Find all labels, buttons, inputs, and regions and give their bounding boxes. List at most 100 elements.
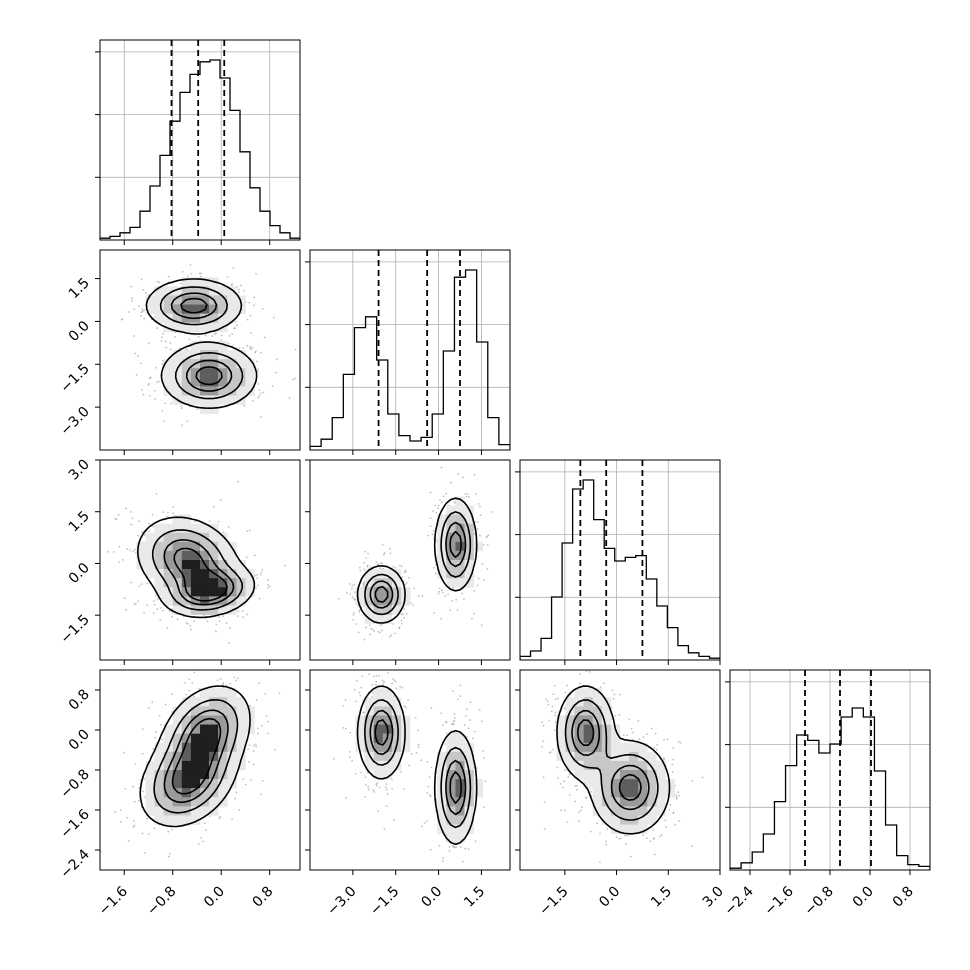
scatter-point [398, 627, 401, 630]
density-cell [154, 770, 164, 780]
scatter-point [257, 383, 260, 385]
scatter-point [626, 734, 628, 737]
density-cell [190, 550, 201, 561]
scatter-point [362, 711, 365, 714]
density-cell [209, 596, 219, 606]
scatter-point [167, 275, 170, 278]
scatter-point [351, 596, 354, 598]
density-cell [145, 770, 155, 780]
scatter-point [192, 695, 195, 698]
scatter-point [417, 595, 420, 598]
scatter-point [481, 563, 484, 566]
density-cell [181, 286, 192, 296]
scatter-point [367, 785, 370, 788]
scatter-point [455, 598, 458, 601]
scatter-point [349, 731, 352, 734]
density-cell [190, 742, 201, 753]
scatter-point [258, 389, 261, 392]
scatter-point [629, 855, 632, 858]
scatter-point [480, 624, 483, 627]
scatter-point [394, 681, 397, 683]
density-cell [209, 733, 219, 744]
density-cell [656, 770, 666, 780]
scatter-point [197, 842, 200, 845]
scatter-point [368, 647, 370, 649]
scatter-point [578, 682, 581, 685]
y-tick-label: −2.4 [57, 846, 92, 881]
density-cell [601, 706, 612, 716]
scatter-point [348, 756, 351, 758]
density-cell [236, 596, 246, 606]
density-cell [190, 304, 201, 314]
scatter-point [133, 603, 136, 606]
density-cell [218, 697, 228, 707]
density-cell [190, 760, 201, 771]
density-cell [218, 779, 228, 789]
density-cell [190, 706, 201, 716]
contour-line [139, 685, 251, 828]
density-cell [190, 724, 201, 734]
scatter-point [138, 520, 141, 523]
density-cell [236, 386, 246, 396]
density-cell [209, 806, 219, 816]
scatter-point [250, 348, 252, 350]
contour-line [145, 278, 258, 409]
density-cell [145, 295, 155, 305]
density-cell [200, 788, 210, 798]
scatter-point [400, 619, 403, 622]
density-cell [218, 605, 228, 615]
scatter-point [450, 481, 452, 484]
scatter-point [153, 389, 156, 392]
scatter-point [417, 746, 420, 749]
scatter-point [160, 723, 163, 726]
density-cell [154, 560, 164, 570]
density-cell [200, 760, 210, 771]
density-cell [209, 368, 219, 378]
density-cell [181, 560, 192, 570]
scatter-point [272, 316, 275, 319]
density-cell [455, 833, 465, 844]
scatter-point [148, 530, 151, 532]
density-cell [154, 751, 164, 762]
scatter-point [180, 405, 183, 408]
scatter-point [403, 617, 405, 619]
scatter-point [560, 809, 563, 812]
density-cell [172, 779, 183, 789]
scatter-point [448, 846, 451, 848]
scatter-point [585, 796, 588, 799]
scatter-point [392, 623, 395, 625]
density-cell [154, 523, 164, 534]
scatter-point [158, 281, 161, 284]
density-cell [565, 715, 575, 725]
density-cell [172, 770, 183, 780]
scatter-point [215, 630, 217, 633]
scatter-point [444, 720, 447, 723]
scatter-point [624, 834, 627, 837]
density-cell [391, 587, 402, 597]
density-cell [181, 569, 192, 579]
scatter-point [143, 778, 146, 781]
density-cell [218, 541, 228, 552]
scatter-point [622, 734, 625, 737]
scatter-point [90, 596, 92, 598]
scatter-point [400, 565, 403, 568]
scatter-point [165, 346, 168, 349]
scatter-point [373, 791, 375, 793]
scatter-point [358, 611, 361, 613]
density-cell [190, 806, 201, 816]
density-cell [556, 742, 566, 753]
density-cell [364, 596, 374, 606]
density-cell [190, 340, 201, 351]
density-cell [145, 541, 155, 552]
density-cell [218, 395, 228, 405]
density-cell [446, 760, 456, 771]
density-cell [245, 377, 255, 387]
scatter-point [219, 815, 222, 818]
density-cell [218, 688, 228, 698]
scatter-point [453, 846, 456, 849]
scatter-point [153, 600, 155, 603]
density-cell [172, 605, 183, 615]
density-cell [620, 824, 630, 834]
scatter-point [441, 860, 444, 863]
density-cell [464, 514, 474, 524]
